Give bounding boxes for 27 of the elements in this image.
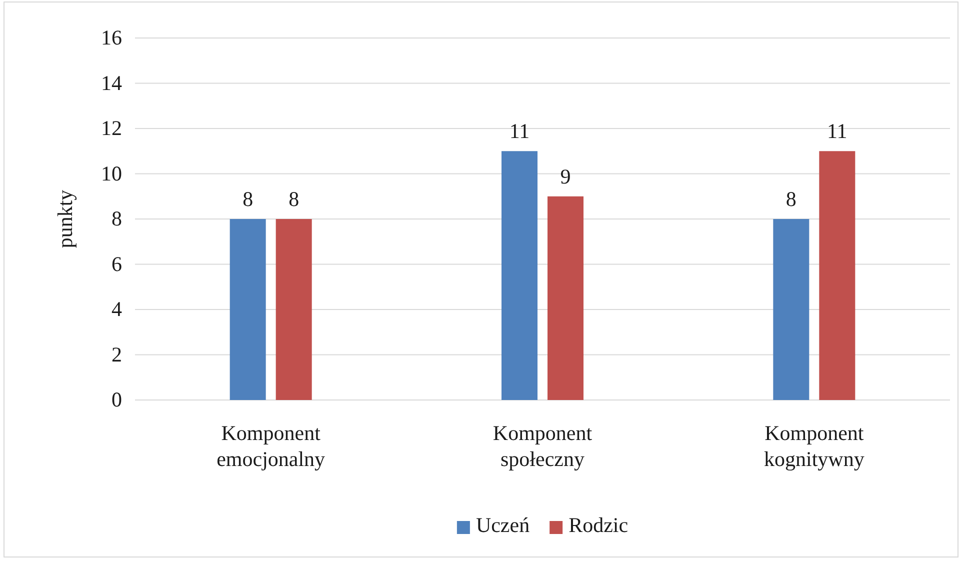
data-label: 8 xyxy=(242,187,254,211)
bar xyxy=(773,219,810,400)
data-label: 11 xyxy=(509,119,530,144)
y-tick-label: 10 xyxy=(101,161,122,186)
bar xyxy=(502,151,538,400)
bar xyxy=(819,151,856,400)
x-tick-label: Komponent społeczny xyxy=(492,421,592,471)
x-tick-label: Komponent emocjonalny xyxy=(216,421,326,471)
bar xyxy=(230,219,266,400)
y-tick-label: 16 xyxy=(101,26,122,50)
y-tick-label: 6 xyxy=(112,252,122,276)
data-label: 8 xyxy=(288,187,300,211)
y-tick-label: 0 xyxy=(112,388,122,412)
y-tick-label: 2 xyxy=(112,342,122,366)
bar xyxy=(548,196,584,400)
y-tick-label: 14 xyxy=(101,70,122,95)
y-axis-title: punkty xyxy=(53,189,77,248)
y-tick-label: 12 xyxy=(101,116,122,140)
bar xyxy=(276,219,312,400)
data-label: 8 xyxy=(786,187,796,211)
data-label: 11 xyxy=(827,119,848,144)
legend-label: Uczeń xyxy=(476,513,530,537)
x-tick-label: Komponent kognitywny xyxy=(764,421,865,471)
legend-label: Rodzic xyxy=(568,513,628,537)
y-tick-label: 4 xyxy=(112,297,122,322)
y-tick-label: 8 xyxy=(112,206,122,231)
data-label: 9 xyxy=(560,164,571,188)
